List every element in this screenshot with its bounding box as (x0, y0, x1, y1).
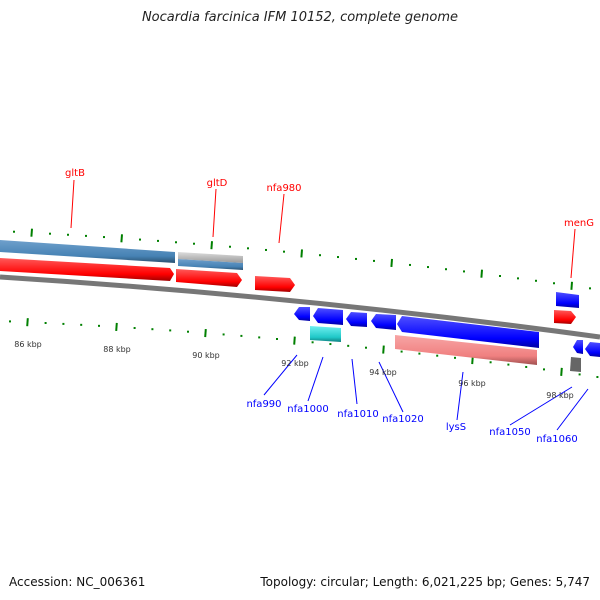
major-tick (300, 249, 303, 258)
gene-menG-forward[interactable] (556, 292, 579, 308)
genome-summary-text: Topology: circular; Length: 6,021,225 bp… (260, 575, 590, 589)
gene-menG[interactable] (554, 310, 576, 324)
scale-ticks (9, 228, 599, 379)
label-nfa990[interactable]: nfa990 (246, 399, 281, 410)
major-tick (293, 336, 296, 345)
scale-label: 98 kbp (546, 391, 574, 400)
accession-text: Accession: NC_006361 (9, 575, 146, 589)
bottom-label-lines (263, 354, 589, 431)
label-nfa1050[interactable]: nfa1050 (489, 427, 530, 438)
scale-label: 92 kbp (281, 359, 309, 368)
major-tick (210, 241, 213, 250)
label-gltD[interactable]: gltD (207, 178, 228, 189)
major-tick (570, 281, 573, 290)
gene-nfa1050[interactable] (573, 340, 583, 354)
major-tick (26, 318, 29, 327)
scale-label: 88 kbp (103, 345, 131, 354)
gene-nfa980[interactable] (255, 276, 295, 292)
major-tick (120, 234, 123, 243)
rna-features[interactable] (0, 240, 243, 270)
major-tick (30, 228, 33, 237)
label-nfa1020[interactable]: nfa1020 (382, 414, 423, 425)
gene-nfa1000[interactable] (313, 308, 343, 325)
label-lysS[interactable]: lysS (446, 422, 466, 433)
scale-label: 94 kbp (369, 368, 397, 377)
forward-genes[interactable] (294, 307, 600, 372)
gene-gltD-rna-gray[interactable] (178, 252, 243, 263)
gene-lysS[interactable] (397, 316, 539, 348)
top-labels: gltB gltD nfa980 menG (65, 168, 594, 229)
reverse-genes[interactable] (0, 258, 579, 324)
major-tick (560, 367, 563, 376)
map-title: Nocardia farcinica IFM 10152, complete g… (141, 10, 459, 25)
gene-nfa1000-cyan[interactable] (310, 326, 341, 342)
gene-gltD-rna[interactable] (178, 259, 243, 270)
major-tick (382, 345, 385, 354)
genome-backbone (0, 274, 600, 340)
scale-label: 90 kbp (192, 351, 220, 360)
major-tick (204, 328, 207, 338)
major-tick (390, 258, 393, 267)
scale-label: 96 kbp (458, 379, 486, 388)
gene-gltB[interactable] (0, 258, 174, 281)
gene-nfa1020[interactable] (371, 314, 396, 330)
major-tick (480, 269, 483, 278)
major-tick (115, 322, 118, 331)
scale-labels: 86 kbp 88 kbp 90 kbp 92 kbp 94 kbp 96 kb… (14, 340, 574, 400)
top-label-lines (70, 179, 576, 279)
bottom-labels: nfa990 nfa1000 nfa1010 nfa1020 lysS nfa1… (246, 399, 577, 445)
label-menG[interactable]: menG (564, 218, 594, 229)
gene-nfa1010[interactable] (346, 312, 367, 327)
gene-gltB-rna[interactable] (0, 240, 175, 263)
gene-gltD[interactable] (176, 269, 242, 287)
label-nfa980[interactable]: nfa980 (266, 183, 301, 194)
gene-nfa1060[interactable] (585, 342, 600, 357)
label-nfa1000[interactable]: nfa1000 (287, 404, 328, 415)
label-nfa1010[interactable]: nfa1010 (337, 409, 378, 420)
gene-nfa990[interactable] (294, 307, 310, 321)
label-nfa1060[interactable]: nfa1060 (536, 434, 577, 445)
gene-lysS-pseudo[interactable] (395, 335, 537, 365)
scale-label: 86 kbp (14, 340, 42, 349)
gene-gray-small[interactable] (570, 357, 581, 372)
label-gltB[interactable]: gltB (65, 168, 85, 179)
